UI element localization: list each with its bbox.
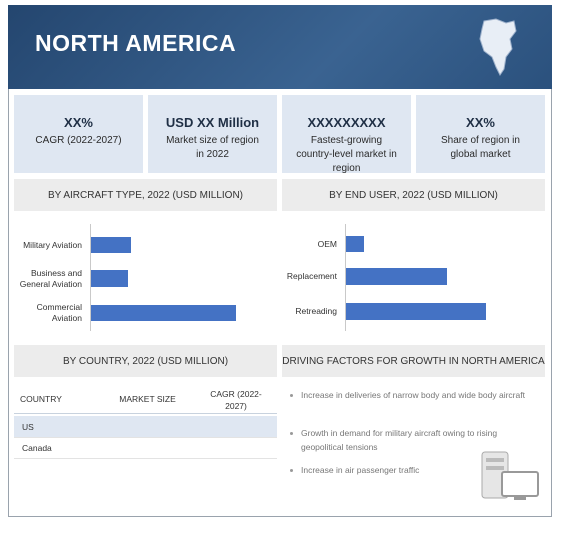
driver-text: Growth in demand for military aircraft o…: [301, 428, 498, 452]
column-header: MARKET SIZE: [119, 394, 176, 404]
kpi-box: XX% CAGR (2022-2027): [14, 95, 143, 173]
kpi-value: XXXXXXXXX: [307, 115, 386, 130]
bar: [91, 305, 236, 321]
header-band: [8, 5, 552, 89]
kpi-label: Share of region in global market: [441, 135, 520, 160]
bullet: [290, 469, 293, 472]
section-header: DRIVING FACTORS FOR GROWTH IN NORTH AMER…: [282, 345, 545, 377]
bar: [91, 237, 131, 253]
map-icon: [479, 18, 517, 76]
section-header: BY COUNTRY, 2022 (USD MILLION): [14, 345, 277, 377]
category-label: OEM: [317, 238, 337, 249]
column-header: COUNTRY: [20, 394, 62, 404]
category-label: Replacement: [286, 271, 337, 281]
category-label: Business and General Aviation: [19, 267, 82, 289]
row-label: Canada: [22, 443, 52, 453]
driver-text: Increase in air passenger traffic: [301, 465, 420, 475]
category-label: Retreading: [295, 306, 337, 316]
row-band: [14, 416, 277, 437]
kpi-label: CAGR (2022-2027): [35, 135, 122, 146]
server-icon: [481, 451, 539, 500]
bar: [91, 270, 128, 287]
row-label: US: [22, 422, 34, 432]
kpi-box: USD XX Million Market size of region in 2…: [148, 95, 277, 173]
section-header: BY AIRCRAFT TYPE, 2022 (USD MILLION): [14, 179, 277, 211]
kpi-box: XXXXXXXXX Fastest-growing country-level m…: [282, 95, 411, 174]
title: NORTH AMERICA: [35, 30, 237, 56]
divider: [14, 413, 277, 414]
kpi-value: XX%: [466, 115, 495, 130]
bar: [346, 268, 447, 285]
section-header: BY END USER, 2022 (USD MILLION): [282, 179, 545, 211]
category-label: Commercial Aviation: [36, 302, 82, 323]
column-header: CAGR (2022-2027): [210, 389, 262, 411]
driver-text: Increase in deliveries of narrow body an…: [301, 390, 525, 400]
bullet: [290, 394, 293, 397]
divider: [14, 458, 277, 459]
kpi-value: XX%: [64, 115, 93, 130]
kpi-label: Market size of region in 2022: [166, 135, 259, 160]
axis-line: [345, 224, 346, 331]
kpi-value: USD XX Million: [165, 115, 260, 130]
bar: [346, 236, 364, 252]
kpi-box: XX% Share of region in global market: [416, 95, 545, 173]
bullet: [290, 432, 293, 435]
kpi-label: Fastest-growing country-level market in …: [296, 135, 397, 174]
category-label: Military Aviation: [23, 239, 82, 250]
axis-line: [90, 224, 91, 331]
bar: [346, 303, 486, 320]
divider: [14, 437, 277, 438]
